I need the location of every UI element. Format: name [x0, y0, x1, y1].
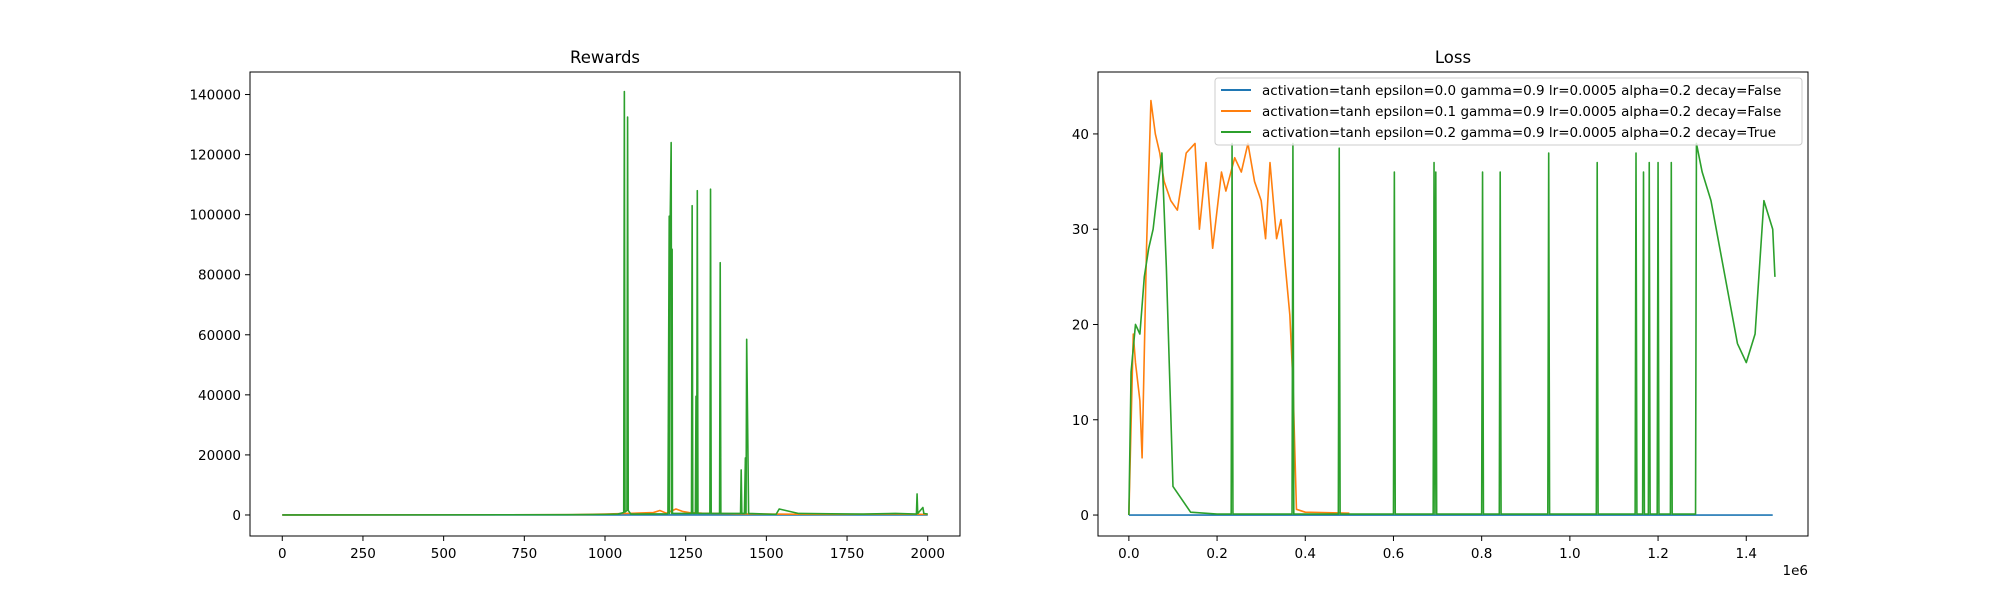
- rewards-y-tick-label: 80000: [198, 268, 241, 284]
- rewards-y-tick-label: 40000: [198, 388, 241, 404]
- loss-x-tick-label: 0.8: [1471, 546, 1492, 562]
- rewards-y-tick-label: 120000: [189, 148, 241, 164]
- rewards-x-tick-label: 0: [278, 546, 287, 562]
- legend-label: activation=tanh epsilon=0.1 gamma=0.9 lr…: [1262, 104, 1781, 120]
- loss-x-tick-label: 0.4: [1295, 546, 1316, 562]
- loss-x-tick-label: 1.2: [1647, 546, 1668, 562]
- rewards-x-tick-label: 1250: [669, 546, 703, 562]
- rewards-x-tick-label: 500: [431, 546, 457, 562]
- legend-label: activation=tanh epsilon=0.0 gamma=0.9 lr…: [1262, 83, 1781, 99]
- rewards-x-tick-label: 2000: [911, 546, 945, 562]
- rewards-y-tick-label: 140000: [189, 88, 241, 104]
- loss-x-tick-label: 1.0: [1559, 546, 1580, 562]
- loss-y-tick-label: 10: [1072, 413, 1089, 429]
- loss-title: Loss: [1435, 48, 1471, 67]
- loss-y-tick-label: 0: [1080, 508, 1089, 524]
- rewards-plot-area: [250, 72, 960, 536]
- loss-y-tick-label: 30: [1072, 222, 1089, 238]
- loss-x-tick-label: 0.6: [1383, 546, 1404, 562]
- loss-y-tick-label: 20: [1072, 317, 1089, 333]
- loss-x-offset-label: 1e6: [1783, 563, 1808, 579]
- rewards-y-tick-label: 60000: [198, 328, 241, 344]
- legend-entry: activation=tanh epsilon=0.0 gamma=0.9 lr…: [1222, 83, 1781, 99]
- legend-entry: activation=tanh epsilon=0.1 gamma=0.9 lr…: [1222, 104, 1781, 120]
- loss-x-tick-label: 0.0: [1118, 546, 1139, 562]
- rewards-x-tick-label: 1750: [830, 546, 864, 562]
- loss-legend: activation=tanh epsilon=0.0 gamma=0.9 lr…: [1215, 78, 1802, 145]
- rewards-y-tick-label: 20000: [198, 448, 241, 464]
- rewards-x-tick-label: 1000: [588, 546, 622, 562]
- loss-y-tick-label: 40: [1072, 127, 1089, 143]
- loss-x-tick-label: 0.2: [1206, 546, 1227, 562]
- loss-x-tick-label: 1.4: [1736, 546, 1757, 562]
- rewards-title: Rewards: [570, 48, 640, 67]
- rewards-x-tick-label: 750: [511, 546, 537, 562]
- rewards-y-tick-label: 0: [232, 508, 241, 524]
- rewards-x-tick-label: 250: [350, 546, 376, 562]
- rewards-y-tick-label: 100000: [189, 208, 241, 224]
- rewards-chart: 0 250 500 750 1000 1250 1500 1750 2000 0 20000 400…: [189, 48, 960, 562]
- legend-label: activation=tanh epsilon=0.2 gamma=0.9 lr…: [1262, 125, 1776, 141]
- legend-entry: activation=tanh epsilon=0.2 gamma=0.9 lr…: [1222, 125, 1776, 141]
- rewards-x-tick-label: 1500: [749, 546, 783, 562]
